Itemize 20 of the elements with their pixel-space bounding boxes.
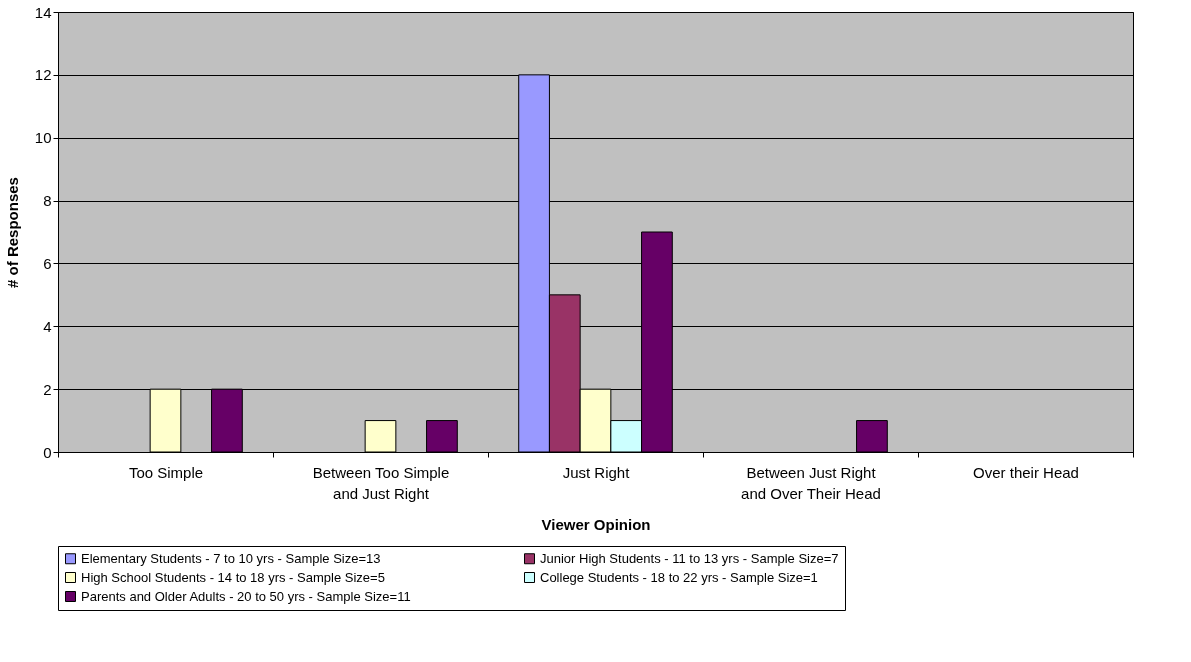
- y-tick-label: 8: [43, 192, 52, 210]
- legend-label: High School Students - 14 to 18 yrs - Sample Size=5: [81, 569, 385, 585]
- x-tick-label: Between Just Right and Over Their Head: [741, 463, 881, 502]
- y-tick-label: 0: [43, 443, 52, 461]
- legend-label: Junior High Students - 11 to 13 yrs - Sample Size=7: [540, 550, 839, 566]
- x-axis-title: Viewer Opinion: [541, 515, 651, 533]
- legend-label: Elementary Students - 7 to 10 yrs - Sample Size=13: [81, 550, 381, 566]
- x-tick-label: Over their Head: [973, 463, 1079, 481]
- x-tick-label: Just Right: [562, 463, 631, 481]
- y-tick-label: 6: [43, 254, 52, 272]
- y-tick-label: 2: [43, 380, 52, 398]
- y-axis-title: # of Responses: [3, 177, 21, 288]
- x-tick-label: Between Too Simple and Just Right: [312, 463, 450, 502]
- legend-label: Parents and Older Adults - 20 to 50 yrs - Sample Size=11: [81, 588, 411, 604]
- y-tick-label: 14: [34, 3, 52, 21]
- y-tick-label: 4: [43, 317, 52, 335]
- x-tick-label: Too Simple: [128, 463, 204, 481]
- legend-label: College Students - 18 to 22 yrs - Sample Size=1: [540, 569, 818, 585]
- y-tick-label: 12: [34, 66, 52, 84]
- y-tick-label: 10: [34, 129, 52, 147]
